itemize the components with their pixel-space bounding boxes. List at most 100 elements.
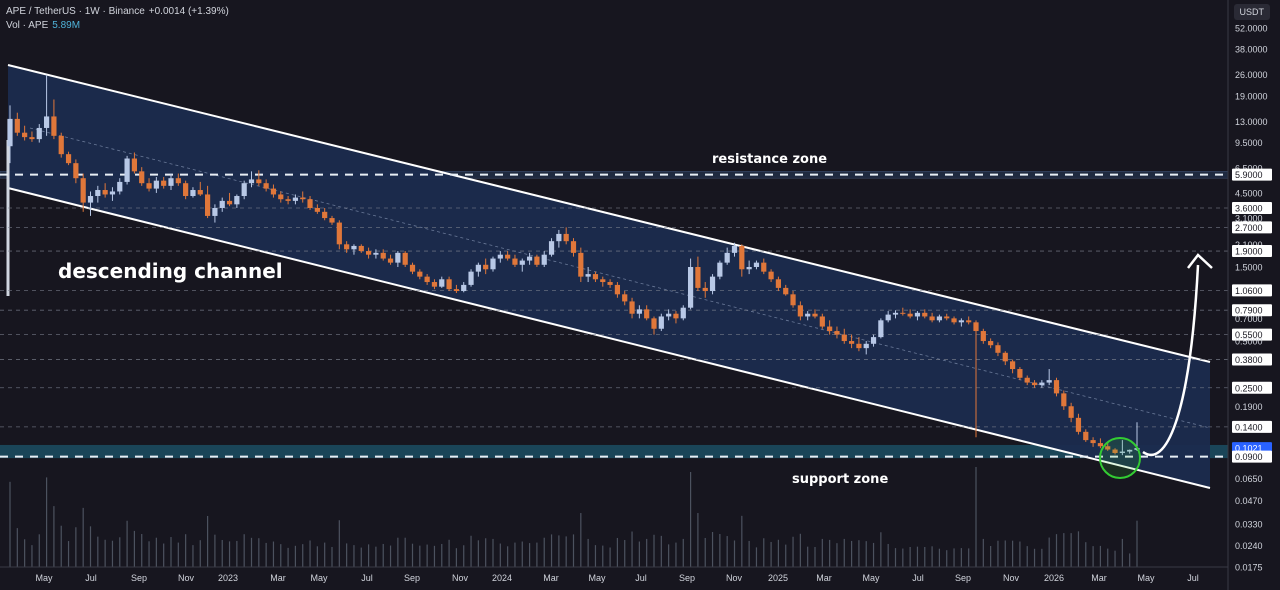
candle-body <box>124 158 130 182</box>
currency-button[interactable]: USDT <box>1233 4 1270 20</box>
candle-body <box>592 274 599 280</box>
candle-body <box>65 154 72 164</box>
price-tick: 0.0900 <box>1235 452 1263 462</box>
price-tick: 0.0330 <box>1235 520 1263 530</box>
candle-body <box>1075 417 1082 432</box>
symbol-title[interactable]: APE / TetherUS · 1W · Binance <box>6 6 145 17</box>
price-tick: 0.1021 <box>1235 444 1263 454</box>
candle-body <box>168 178 174 186</box>
candle-body <box>307 199 313 208</box>
channel-label: descending channel <box>58 259 283 283</box>
candle-body <box>409 264 416 272</box>
candle-body <box>387 258 394 263</box>
volume-label[interactable]: Vol · APE <box>6 20 49 31</box>
candle-body <box>812 313 818 317</box>
price-tick: 26.0000 <box>1235 70 1268 80</box>
candle-body <box>585 274 591 277</box>
time-tick: May <box>588 573 606 583</box>
candle-body <box>958 320 964 323</box>
candle-body <box>256 179 262 184</box>
channel-lower-line[interactable] <box>7 187 1211 489</box>
candle-body <box>614 284 621 295</box>
candle-body <box>702 287 708 292</box>
candle-body <box>519 260 525 265</box>
candle-body <box>183 183 189 197</box>
candle-body <box>914 312 921 317</box>
candle-body <box>351 245 357 250</box>
candle-body <box>248 179 255 184</box>
candle-body <box>556 233 562 242</box>
breakout-arrow[interactable] <box>1142 264 1200 457</box>
price-tick: 0.7900 <box>1235 306 1263 316</box>
candle-body <box>475 264 481 272</box>
candle-body <box>666 313 672 317</box>
candle-body <box>131 158 138 172</box>
candle-body <box>578 252 584 277</box>
candle-body <box>768 271 774 280</box>
volume-bars <box>9 467 1138 567</box>
candle-body <box>717 262 723 277</box>
candle-body <box>139 171 145 184</box>
candle-body <box>14 118 20 133</box>
price-tick: 0.0175 <box>1235 563 1263 573</box>
candle-body <box>402 252 408 265</box>
candle-body <box>1031 382 1038 386</box>
price-tick: 3.1000 <box>1235 214 1263 224</box>
price-tag <box>1232 381 1272 394</box>
candle-body <box>87 196 94 203</box>
candle-body <box>1068 406 1074 418</box>
time-axis[interactable]: May Jul Sep Nov 2023 Mar May Jul Sep Nov 2024 Mar Ma… <box>0 566 1228 583</box>
price-tick: 2.7000 <box>1235 223 1263 233</box>
time-tick: May <box>310 573 328 583</box>
candle-body <box>570 241 577 253</box>
candle-body <box>783 287 789 295</box>
candle-body <box>219 200 225 208</box>
price-axis[interactable]: 52.0000 38.0000 26.0000 19.0000 13.0000 9.500… <box>1227 0 1280 590</box>
candle-body <box>1112 449 1118 453</box>
candle-body <box>797 305 803 317</box>
candle-body <box>548 241 555 255</box>
candle-body <box>453 289 460 292</box>
candle-body <box>380 252 386 259</box>
highlight-circle[interactable] <box>1099 437 1141 479</box>
candle-body <box>483 264 489 270</box>
candle-body <box>761 262 767 272</box>
channel-upper-line[interactable] <box>7 64 1211 363</box>
candle-body <box>117 181 123 192</box>
candle-body <box>505 254 511 259</box>
price-tick: 0.0650 <box>1235 474 1263 484</box>
volume-line: Vol · APE 5.89M <box>6 19 229 33</box>
price-tick: 0.2500 <box>1235 383 1263 393</box>
candle-body <box>753 262 760 267</box>
candle-body <box>22 132 28 138</box>
candle-body <box>417 271 423 277</box>
candle-body <box>446 279 452 290</box>
candle-body <box>819 316 825 327</box>
candle-body <box>1105 446 1111 450</box>
candle-body <box>344 244 350 250</box>
chart-legend: APE / TetherUS · 1W · Binance +0.0014 (+1… <box>6 5 229 33</box>
price-tick: 52.0000 <box>1235 24 1268 34</box>
time-tick: 2024 <box>492 573 512 583</box>
candle-body <box>285 199 291 201</box>
symbol-line: APE / TetherUS · 1W · Binance +0.0014 (+1… <box>6 5 229 19</box>
candle-body <box>870 337 877 344</box>
candle-body <box>153 180 159 189</box>
candle-body <box>973 322 979 332</box>
candle-body <box>278 194 284 200</box>
price-tag <box>1232 201 1272 214</box>
price-tick: 3.6000 <box>1235 203 1263 213</box>
candle-body <box>775 279 782 288</box>
price-tag <box>1232 168 1272 181</box>
price-tag <box>1232 221 1272 234</box>
support-label: support zone <box>792 472 888 487</box>
time-tick: Nov <box>452 573 469 583</box>
price-tick: 0.7000 <box>1235 314 1263 324</box>
price-tick: 2.1000 <box>1235 240 1263 250</box>
candle-body <box>936 316 943 321</box>
time-tick: Mar <box>816 573 832 583</box>
candle-body <box>1119 451 1125 453</box>
price-tick: 13.0000 <box>1235 117 1268 127</box>
time-tick: Sep <box>679 573 695 583</box>
